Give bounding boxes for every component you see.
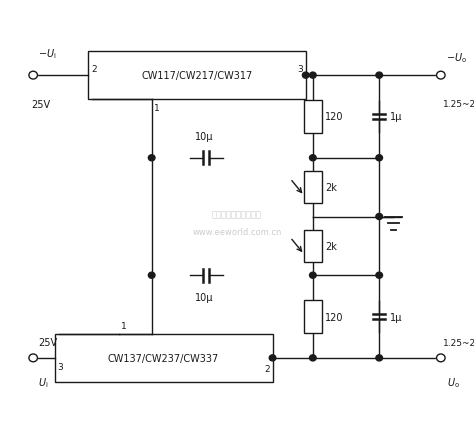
Text: 2k: 2k: [325, 183, 337, 193]
Text: CW137/CW237/CW337: CW137/CW237/CW337: [108, 353, 219, 363]
Text: 120: 120: [325, 312, 344, 322]
Text: www.eeworld.com.cn: www.eeworld.com.cn: [192, 228, 282, 237]
Circle shape: [310, 273, 316, 279]
Bar: [88, 52, 306, 100]
Text: 2: 2: [264, 365, 270, 374]
Bar: [55, 334, 273, 382]
Circle shape: [302, 73, 309, 79]
Text: $-U_\mathrm{o}$: $-U_\mathrm{o}$: [446, 51, 466, 65]
Bar: [304, 230, 322, 263]
Text: 25V: 25V: [38, 337, 57, 347]
Text: 1: 1: [121, 321, 127, 330]
Text: 1μ: 1μ: [390, 312, 402, 322]
Circle shape: [437, 354, 445, 362]
Text: CW117/CW217/CW317: CW117/CW217/CW317: [141, 71, 252, 81]
Text: 1.25~20V: 1.25~20V: [443, 100, 474, 109]
Circle shape: [29, 72, 37, 80]
Text: $-U_\mathrm{i}$: $-U_\mathrm{i}$: [38, 47, 56, 61]
Bar: [304, 171, 322, 204]
Text: 2: 2: [91, 65, 97, 74]
Text: 3: 3: [57, 362, 63, 372]
Circle shape: [376, 73, 383, 79]
Text: 2k: 2k: [325, 241, 337, 251]
Circle shape: [376, 273, 383, 279]
Circle shape: [376, 214, 383, 220]
Circle shape: [437, 72, 445, 80]
Text: $U_\mathrm{o}$: $U_\mathrm{o}$: [447, 375, 459, 389]
Circle shape: [310, 355, 316, 361]
Circle shape: [148, 273, 155, 279]
Circle shape: [29, 354, 37, 362]
Text: 1μ: 1μ: [390, 112, 402, 122]
Circle shape: [310, 73, 316, 79]
Text: 25V: 25V: [31, 100, 50, 110]
Circle shape: [148, 155, 155, 161]
Circle shape: [310, 155, 316, 161]
Circle shape: [269, 355, 276, 361]
Circle shape: [376, 155, 383, 161]
Text: 120: 120: [325, 112, 344, 122]
Text: 1.25~20V: 1.25~20V: [443, 338, 474, 347]
Bar: [304, 300, 322, 333]
Text: 10μ: 10μ: [194, 132, 213, 142]
Text: 3: 3: [298, 65, 303, 74]
Text: 杭州落客科技有限公司: 杭州落客科技有限公司: [212, 210, 262, 219]
Text: $U_\mathrm{i}$: $U_\mathrm{i}$: [38, 375, 48, 389]
Bar: [304, 101, 322, 134]
Text: 1: 1: [154, 104, 160, 113]
Circle shape: [376, 355, 383, 361]
Text: 10μ: 10μ: [194, 292, 213, 302]
